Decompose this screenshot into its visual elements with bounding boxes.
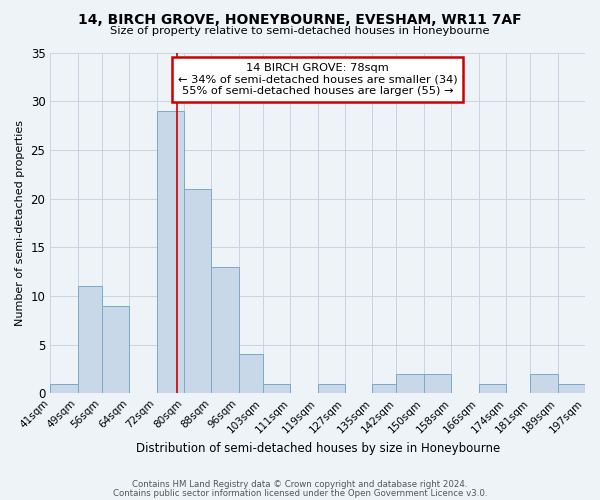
Bar (263, 384, 290, 394)
Bar (50, 384, 78, 394)
Bar (424, 374, 451, 394)
Text: 14, BIRCH GROVE, HONEYBOURNE, EVESHAM, WR11 7AF: 14, BIRCH GROVE, HONEYBOURNE, EVESHAM, W… (78, 12, 522, 26)
Bar (239, 354, 263, 394)
Y-axis label: Number of semi-detached properties: Number of semi-detached properties (15, 120, 25, 326)
X-axis label: Distribution of semi-detached houses by size in Honeybourne: Distribution of semi-detached houses by … (136, 442, 500, 455)
Bar (397, 374, 424, 394)
Bar (373, 384, 397, 394)
Bar (557, 384, 585, 394)
Bar (530, 374, 557, 394)
Bar (317, 384, 345, 394)
Bar (211, 266, 239, 394)
Text: 14 BIRCH GROVE: 78sqm
← 34% of semi-detached houses are smaller (34)
55% of semi: 14 BIRCH GROVE: 78sqm ← 34% of semi-deta… (178, 62, 457, 96)
Text: Contains public sector information licensed under the Open Government Licence v3: Contains public sector information licen… (113, 488, 487, 498)
Text: Contains HM Land Registry data © Crown copyright and database right 2024.: Contains HM Land Registry data © Crown c… (132, 480, 468, 489)
Bar (184, 189, 211, 394)
Bar (479, 384, 506, 394)
Bar (157, 111, 184, 394)
Bar (102, 306, 129, 394)
Bar (78, 286, 102, 394)
Text: Size of property relative to semi-detached houses in Honeybourne: Size of property relative to semi-detach… (110, 26, 490, 36)
